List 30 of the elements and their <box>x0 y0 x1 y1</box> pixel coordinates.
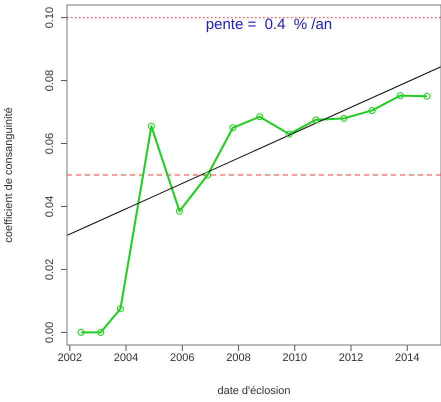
point <box>204 172 212 178</box>
x-tick-label: 2006 <box>170 352 195 364</box>
point <box>423 92 430 100</box>
x-axis-title: date d'éclosion <box>217 385 291 397</box>
point <box>97 328 104 336</box>
point <box>148 122 155 130</box>
point <box>368 106 376 114</box>
y-tick-label: 0.06 <box>44 132 56 154</box>
y-tick-label: 0.00 <box>44 322 56 344</box>
point <box>176 208 183 215</box>
point <box>116 305 124 312</box>
y-axis-title: coefficient de consanguinité <box>2 107 15 243</box>
point <box>78 328 85 336</box>
y-tick-label: 0.02 <box>44 258 56 280</box>
point <box>340 114 348 122</box>
x-tick-label: 2014 <box>395 352 420 364</box>
y-tick-label: 0.10 <box>44 6 56 28</box>
annotation: pente = 0.4 % /an <box>206 16 332 33</box>
point <box>256 113 264 120</box>
y-tick-label: 0.04 <box>44 196 56 218</box>
x-tick-label: 2002 <box>58 352 82 364</box>
x-tick-label: 2012 <box>338 352 364 364</box>
point <box>396 92 404 100</box>
point <box>229 124 236 132</box>
y-tick-label: 0.08 <box>44 70 56 92</box>
x-tick-label: 2010 <box>282 352 308 364</box>
x-tick-label: 2004 <box>114 352 138 364</box>
point <box>286 130 293 138</box>
point <box>312 116 320 124</box>
x-tick-label: 2008 <box>226 352 251 364</box>
